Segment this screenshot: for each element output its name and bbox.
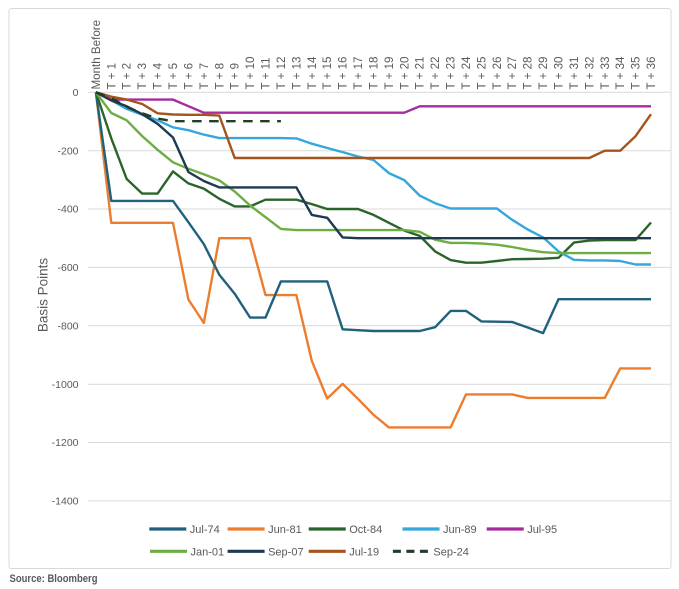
svg-text:T + 17: T + 17 [352, 57, 365, 90]
svg-text:T + 2: T + 2 [121, 63, 134, 90]
svg-text:-200: -200 [57, 145, 78, 157]
svg-text:Jun-81: Jun-81 [268, 524, 302, 536]
svg-text:T + 10: T + 10 [244, 57, 257, 90]
svg-text:Jun-89: Jun-89 [443, 524, 477, 536]
svg-text:T + 15: T + 15 [321, 57, 334, 90]
svg-text:T + 28: T + 28 [522, 57, 535, 90]
svg-text:T + 19: T + 19 [383, 57, 396, 90]
svg-text:T + 12: T + 12 [275, 57, 288, 90]
svg-text:T + 25: T + 25 [475, 57, 488, 90]
svg-text:Month Before: Month Before [90, 20, 103, 90]
svg-text:T + 29: T + 29 [537, 57, 550, 90]
svg-text:T + 6: T + 6 [182, 63, 195, 90]
svg-text:T + 14: T + 14 [306, 56, 319, 90]
svg-text:Jul-95: Jul-95 [527, 524, 557, 536]
svg-text:T + 13: T + 13 [290, 57, 303, 90]
svg-text:T + 21: T + 21 [414, 57, 427, 90]
svg-text:T + 1: T + 1 [105, 63, 118, 90]
svg-text:T + 31: T + 31 [568, 57, 581, 90]
svg-text:T + 11: T + 11 [260, 57, 273, 89]
svg-text:Jul-74: Jul-74 [190, 524, 220, 536]
svg-text:T + 5: T + 5 [167, 63, 180, 90]
svg-text:T + 36: T + 36 [645, 57, 658, 90]
svg-text:0: 0 [73, 87, 79, 99]
svg-text:T + 20: T + 20 [398, 57, 411, 90]
svg-text:-1000: -1000 [52, 379, 79, 391]
svg-text:-1200: -1200 [52, 437, 79, 449]
svg-text:Oct-84: Oct-84 [349, 524, 382, 536]
svg-text:T + 3: T + 3 [136, 63, 149, 90]
svg-text:T + 16: T + 16 [337, 57, 350, 90]
svg-text:T + 33: T + 33 [599, 57, 612, 90]
svg-text:T + 26: T + 26 [491, 57, 504, 90]
svg-text:-400: -400 [57, 204, 78, 216]
svg-text:Source: Bloomberg: Source: Bloomberg [10, 573, 98, 585]
svg-text:-600: -600 [57, 262, 78, 274]
svg-text:T + 27: T + 27 [506, 57, 519, 90]
svg-text:T + 35: T + 35 [630, 57, 643, 90]
svg-text:T + 7: T + 7 [198, 63, 211, 90]
svg-text:-800: -800 [57, 321, 78, 333]
svg-text:T + 18: T + 18 [368, 57, 381, 90]
svg-text:T + 9: T + 9 [229, 63, 242, 90]
svg-text:T + 32: T + 32 [583, 57, 596, 90]
svg-text:Basis Points: Basis Points [36, 258, 51, 333]
svg-text:Jan-01: Jan-01 [191, 547, 225, 559]
svg-text:-1400: -1400 [52, 496, 79, 508]
svg-text:T + 8: T + 8 [213, 63, 226, 90]
svg-text:T + 30: T + 30 [553, 57, 566, 90]
svg-text:T + 4: T + 4 [152, 62, 165, 89]
svg-text:Jul-19: Jul-19 [349, 547, 379, 559]
svg-text:T + 23: T + 23 [445, 57, 458, 90]
svg-text:Sep-07: Sep-07 [268, 547, 303, 559]
svg-text:T + 34: T + 34 [614, 56, 627, 90]
svg-text:Sep-24: Sep-24 [433, 547, 468, 559]
svg-text:T + 24: T + 24 [460, 56, 473, 90]
svg-text:T + 22: T + 22 [429, 57, 442, 90]
